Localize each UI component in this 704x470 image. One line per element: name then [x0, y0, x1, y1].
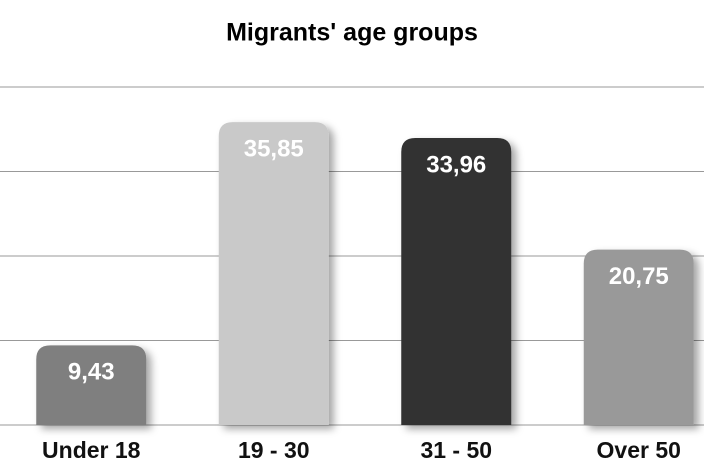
value-label: 9,43 [68, 359, 115, 386]
x-tick-label: 31 - 50 [420, 437, 492, 463]
bar [36, 345, 147, 425]
value-label: 33,96 [426, 151, 486, 178]
x-tick-label: Over 50 [597, 437, 681, 463]
chart-title: Migrants' age groups [226, 19, 478, 47]
value-label: 35,85 [244, 135, 304, 162]
bar [401, 138, 512, 425]
value-label: 20,75 [609, 263, 669, 290]
bar [218, 122, 329, 425]
bar [583, 249, 694, 425]
x-tick-label: Under 18 [42, 437, 141, 463]
x-tick-label: 19 - 30 [238, 437, 310, 463]
